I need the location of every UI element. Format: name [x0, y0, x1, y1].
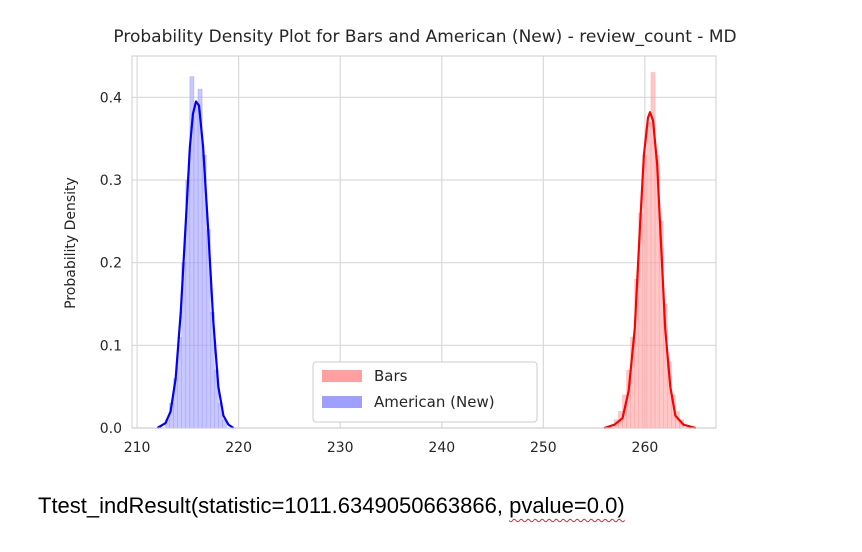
plot-frame [131, 55, 717, 429]
legend-label-bars: Bars [374, 367, 408, 385]
x-tick-label: 260 [632, 440, 659, 456]
hist-bar-american-new [193, 105, 199, 429]
ttest-statistic: Ttest_indResult(statistic=1011.634905066… [38, 493, 510, 518]
y-tick-label: 0.1 [100, 338, 122, 354]
kde-curve-american-new [156, 100, 235, 429]
legend: Bars American (New) [312, 361, 538, 423]
hist-bar-bars [646, 121, 652, 429]
legend-label-american-new: American (New) [374, 393, 495, 411]
legend-frame [312, 361, 538, 423]
ttest-result-text: Ttest_indResult(statistic=1011.634905066… [38, 493, 625, 519]
y-tick-label: 0.0 [100, 421, 122, 437]
legend-swatch-bars [322, 370, 362, 382]
x-tick-label: 240 [428, 440, 455, 456]
chart-title: Probability Density Plot for Bars and Am… [113, 27, 736, 47]
hist-bar-bars [642, 154, 648, 429]
x-tick-label: 220 [225, 440, 252, 456]
y-tick-label: 0.4 [100, 90, 122, 106]
x-tick-label: 250 [530, 440, 557, 456]
y-tick-label: 0.2 [100, 256, 122, 272]
x-tick-label: 210 [124, 440, 151, 456]
y-axis-label: Probability Density [63, 177, 79, 309]
density-chart: Probability Density Plot for Bars and Am… [63, 27, 737, 456]
y-tick-label: 0.3 [100, 173, 122, 189]
legend-swatch-american-new [322, 396, 362, 408]
kde-curve-bars [603, 111, 696, 430]
ttest-pvalue: pvalue=0.0) [509, 493, 625, 518]
x-tick-label: 230 [327, 440, 354, 456]
